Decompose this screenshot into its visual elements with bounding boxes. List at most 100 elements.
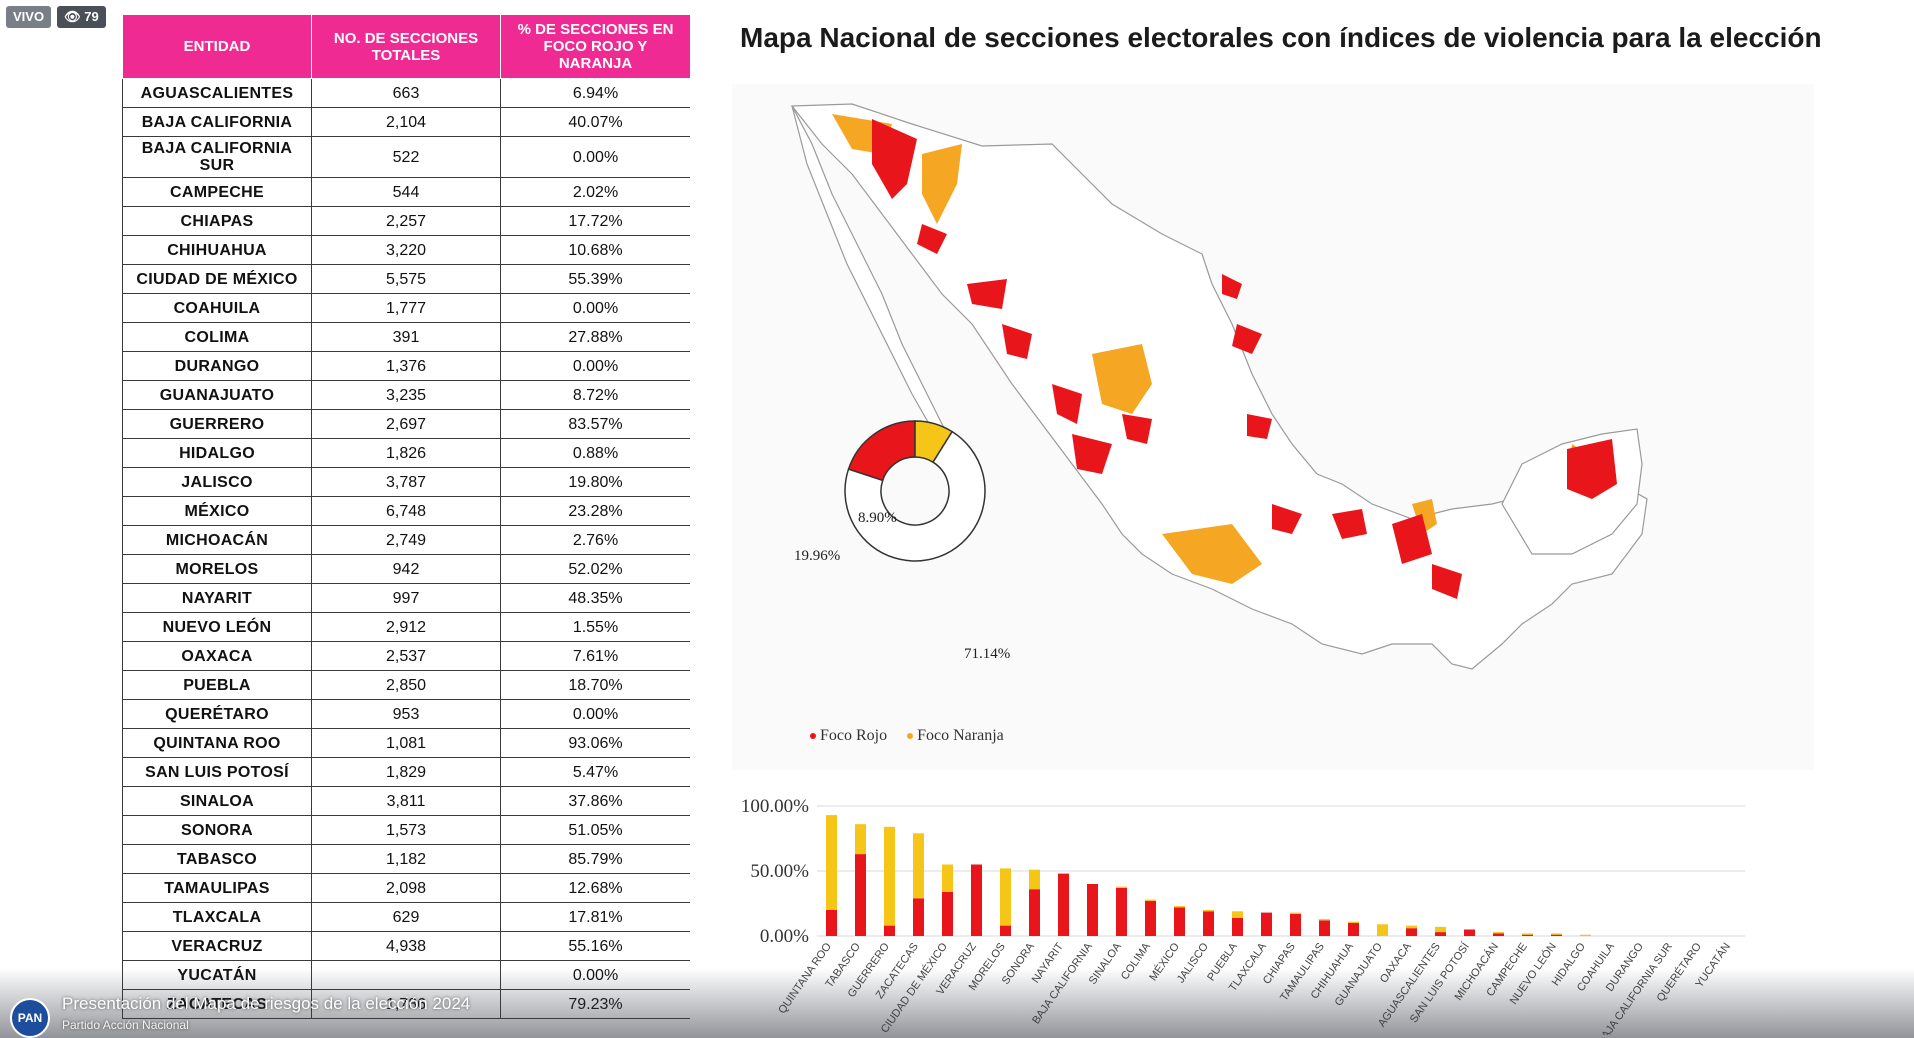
cell-porcentaje: 0.00%: [500, 136, 690, 178]
bar-foco-naranja: [1522, 933, 1533, 935]
donut-slice-other: [844, 430, 986, 562]
bar-foco-naranja: [884, 826, 895, 926]
bar-foco-naranja: [913, 833, 924, 899]
table-row: TLAXCALA 629 17.81%: [122, 902, 690, 932]
cell-secciones: 3,235: [311, 380, 501, 410]
table-row: MICHOACÁN 2,749 2.76%: [122, 525, 690, 555]
cell-secciones: 1,081: [311, 728, 501, 758]
pan-logo: PAN: [10, 998, 50, 1038]
bar-foco-rojo: [826, 910, 837, 936]
cell-secciones: 3,220: [311, 235, 501, 265]
cell-entidad: CHIHUAHUA: [122, 235, 312, 265]
bar-foco-rojo: [1029, 889, 1040, 936]
cell-entidad: MÉXICO: [122, 496, 312, 526]
cell-entidad: PUEBLA: [122, 670, 312, 700]
cell-porcentaje: 27.88%: [500, 322, 690, 352]
cell-entidad: SONORA: [122, 815, 312, 845]
cell-porcentaje: 55.39%: [500, 264, 690, 294]
cell-porcentaje: 7.61%: [500, 641, 690, 671]
bar-foco-rojo: [1174, 907, 1185, 936]
bar-foco-rojo: [855, 854, 866, 936]
cell-entidad: BAJA CALIFORNIA SUR: [122, 136, 312, 178]
cell-secciones: 1,182: [311, 844, 501, 874]
viewer-count: 👁 79: [57, 6, 106, 28]
bar-foco-rojo: [913, 898, 924, 936]
bar-foco-naranja: [1232, 911, 1243, 918]
cell-secciones: 3,811: [311, 786, 501, 816]
column-header-porcentaje-foco: % DE SECCIONES EN FOCO ROJO Y NARANJA: [500, 14, 690, 79]
cell-porcentaje: 85.79%: [500, 844, 690, 874]
column-header-secciones-totales: NO. DE SECCIONES TOTALES: [311, 14, 501, 79]
table-row: SINALOA 3,811 37.86%: [122, 786, 690, 816]
bar-foco-naranja: [1203, 910, 1214, 912]
bar-foco-rojo: [1319, 920, 1330, 936]
y-tick-label: 0.00%: [760, 926, 809, 947]
bar-foco-naranja: [1493, 932, 1504, 934]
bar-foco-rojo: [1290, 913, 1301, 936]
cell-porcentaje: 12.68%: [500, 873, 690, 903]
cell-porcentaje: 1.55%: [500, 612, 690, 642]
donut-label-rojo: 19.96%: [794, 548, 841, 564]
cell-porcentaje: 48.35%: [500, 583, 690, 613]
table-row: TABASCO 1,182 85.79%: [122, 844, 690, 874]
table-row: MORELOS 942 52.02%: [122, 554, 690, 584]
cell-secciones: 3,787: [311, 467, 501, 497]
table-row: TAMAULIPAS 2,098 12.68%: [122, 873, 690, 903]
bar-foco-naranja: [1406, 925, 1417, 929]
cell-porcentaje: 37.86%: [500, 786, 690, 816]
cell-entidad: MORELOS: [122, 554, 312, 584]
map-legend: Foco Rojo Foco Naranja: [810, 727, 1004, 745]
bar-foco-naranja: [1174, 906, 1185, 908]
donut-label-naranja: 8.90%: [858, 510, 897, 526]
table-row: CHIAPAS 2,257 17.72%: [122, 206, 690, 236]
table-row: MÉXICO 6,748 23.28%: [122, 496, 690, 526]
mexico-outline: [790, 103, 1648, 670]
stream-title: Presentación del Mapa de riesgos de la e…: [62, 994, 471, 1013]
cell-entidad: JALISCO: [122, 467, 312, 497]
donut-label-other: 71.14%: [964, 646, 1011, 662]
cell-secciones: 1,376: [311, 351, 501, 381]
bar-foco-naranja: [1000, 868, 1011, 926]
bar-foco-naranja: [1377, 924, 1388, 936]
bar-foco-naranja: [855, 824, 866, 855]
bar-foco-rojo: [1203, 911, 1214, 936]
stream-footer-overlay: [0, 968, 1914, 1038]
donut-chart: [844, 420, 986, 562]
bar-foco-rojo: [1348, 923, 1359, 936]
table-row: OAXACA 2,537 7.61%: [122, 641, 690, 671]
table-row: AGUASCALIENTES 663 6.94%: [122, 78, 690, 108]
live-badges: VIVO 👁 79: [6, 6, 106, 28]
y-tick-label: 50.00%: [750, 861, 809, 882]
cell-porcentaje: 0.00%: [500, 699, 690, 729]
cell-entidad: CIUDAD DE MÉXICO: [122, 264, 312, 294]
cell-entidad: COLIMA: [122, 322, 312, 352]
bar-foco-rojo: [1464, 929, 1475, 936]
cell-porcentaje: 6.94%: [500, 78, 690, 108]
cell-secciones: 942: [311, 554, 501, 584]
bar-foco-naranja: [1580, 934, 1591, 936]
bar-foco-rojo: [1522, 934, 1533, 936]
bar-foco-naranja: [826, 815, 837, 910]
viewer-count-value: 79: [84, 9, 99, 24]
table-row: QUERÉTARO 953 0.00%: [122, 699, 690, 729]
cell-secciones: 391: [311, 322, 501, 352]
legend-swatch-foco-naranja: [907, 733, 914, 739]
states-table-container: ENTIDAD NO. DE SECCIONES TOTALES % DE SE…: [122, 14, 690, 1038]
cell-secciones: 1,777: [311, 293, 501, 323]
bar-foco-rojo: [884, 925, 895, 936]
cell-secciones: 1,826: [311, 438, 501, 468]
cell-entidad: SINALOA: [122, 786, 312, 816]
legend-swatch-foco-rojo: [810, 733, 816, 739]
cell-secciones: 2,749: [311, 525, 501, 555]
stream-subtitle: Partido Acción Nacional: [62, 1018, 189, 1032]
table-row: CAMPECHE 544 2.02%: [122, 177, 690, 207]
bar-foco-rojo: [1000, 925, 1011, 936]
cell-porcentaje: 2.76%: [500, 525, 690, 555]
map-panel: [732, 84, 1814, 770]
bar-foco-naranja: [1551, 933, 1562, 935]
cell-secciones: 2,697: [311, 409, 501, 439]
cell-secciones: 2,257: [311, 206, 501, 236]
legend-item-foco-naranja: Foco Naranja: [907, 727, 1004, 745]
cell-porcentaje: 8.72%: [500, 380, 690, 410]
cell-secciones: 629: [311, 902, 501, 932]
